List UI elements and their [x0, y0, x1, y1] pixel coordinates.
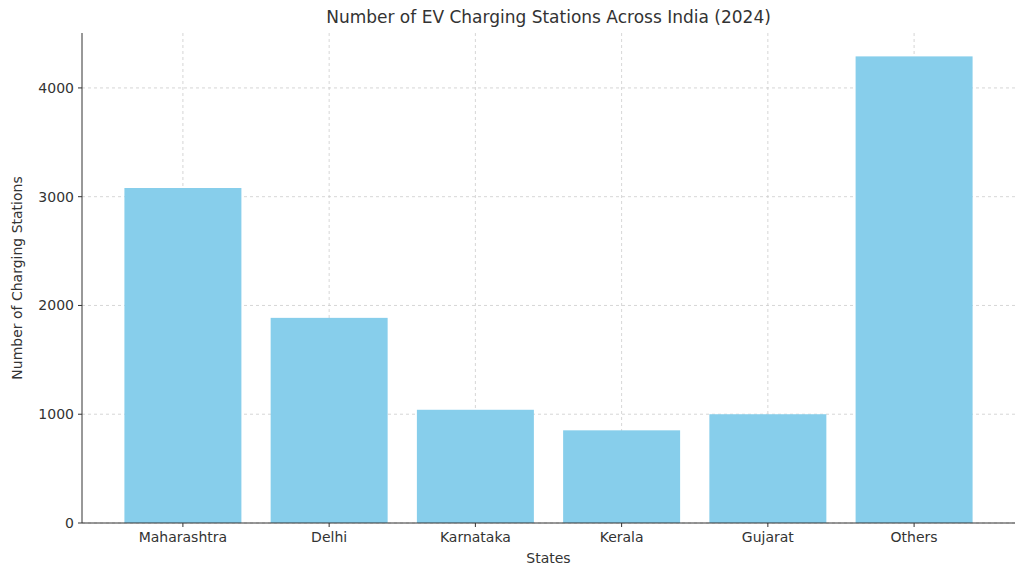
x-axis-line	[82, 523, 1015, 524]
x-tick	[914, 523, 915, 527]
x-tick-label: Kerala	[600, 529, 644, 545]
x-tick-label: Maharashtra	[139, 529, 227, 545]
grid	[82, 33, 1015, 523]
y-grid-line	[82, 523, 1015, 524]
y-tick-label: 3000	[38, 189, 74, 205]
y-tick	[78, 523, 82, 524]
x-tick-label: Gujarat	[742, 529, 795, 545]
x-tick-label: Delhi	[311, 529, 347, 545]
title: Number of EV Charging Stations Across In…	[326, 7, 771, 27]
y-axis-line	[82, 33, 83, 523]
y-tick	[78, 414, 82, 415]
bar	[124, 188, 241, 523]
bar	[709, 414, 826, 523]
y-tick-label: 2000	[38, 297, 74, 313]
x-tick	[767, 523, 768, 527]
y-tick-label: 0	[65, 515, 74, 531]
bar	[417, 410, 534, 523]
x-tick	[475, 523, 476, 527]
y-tick	[78, 305, 82, 306]
bar	[856, 56, 973, 523]
x-tick-label: Karnataka	[440, 529, 511, 545]
x-tick	[621, 523, 622, 527]
bar	[563, 430, 680, 523]
chart: 0 1000 2000 3000 4000 Maharashtra Delhi Karnata…	[0, 0, 1024, 576]
y-tick-label: 4000	[38, 80, 74, 96]
y-tick-label: 1000	[38, 406, 74, 422]
y-axis-label: Number of Charging Stations	[9, 176, 25, 379]
y-tick	[78, 196, 82, 197]
x-tick	[329, 523, 330, 527]
bar	[271, 318, 388, 523]
x-tick-label: Others	[891, 529, 938, 545]
x-axis-label: States	[526, 550, 570, 566]
x-tick	[182, 523, 183, 527]
bars	[124, 56, 972, 523]
chart-root: 0 1000 2000 3000 4000 Maharashtra Delhi Karnata…	[0, 0, 1024, 576]
y-tick	[78, 87, 82, 88]
